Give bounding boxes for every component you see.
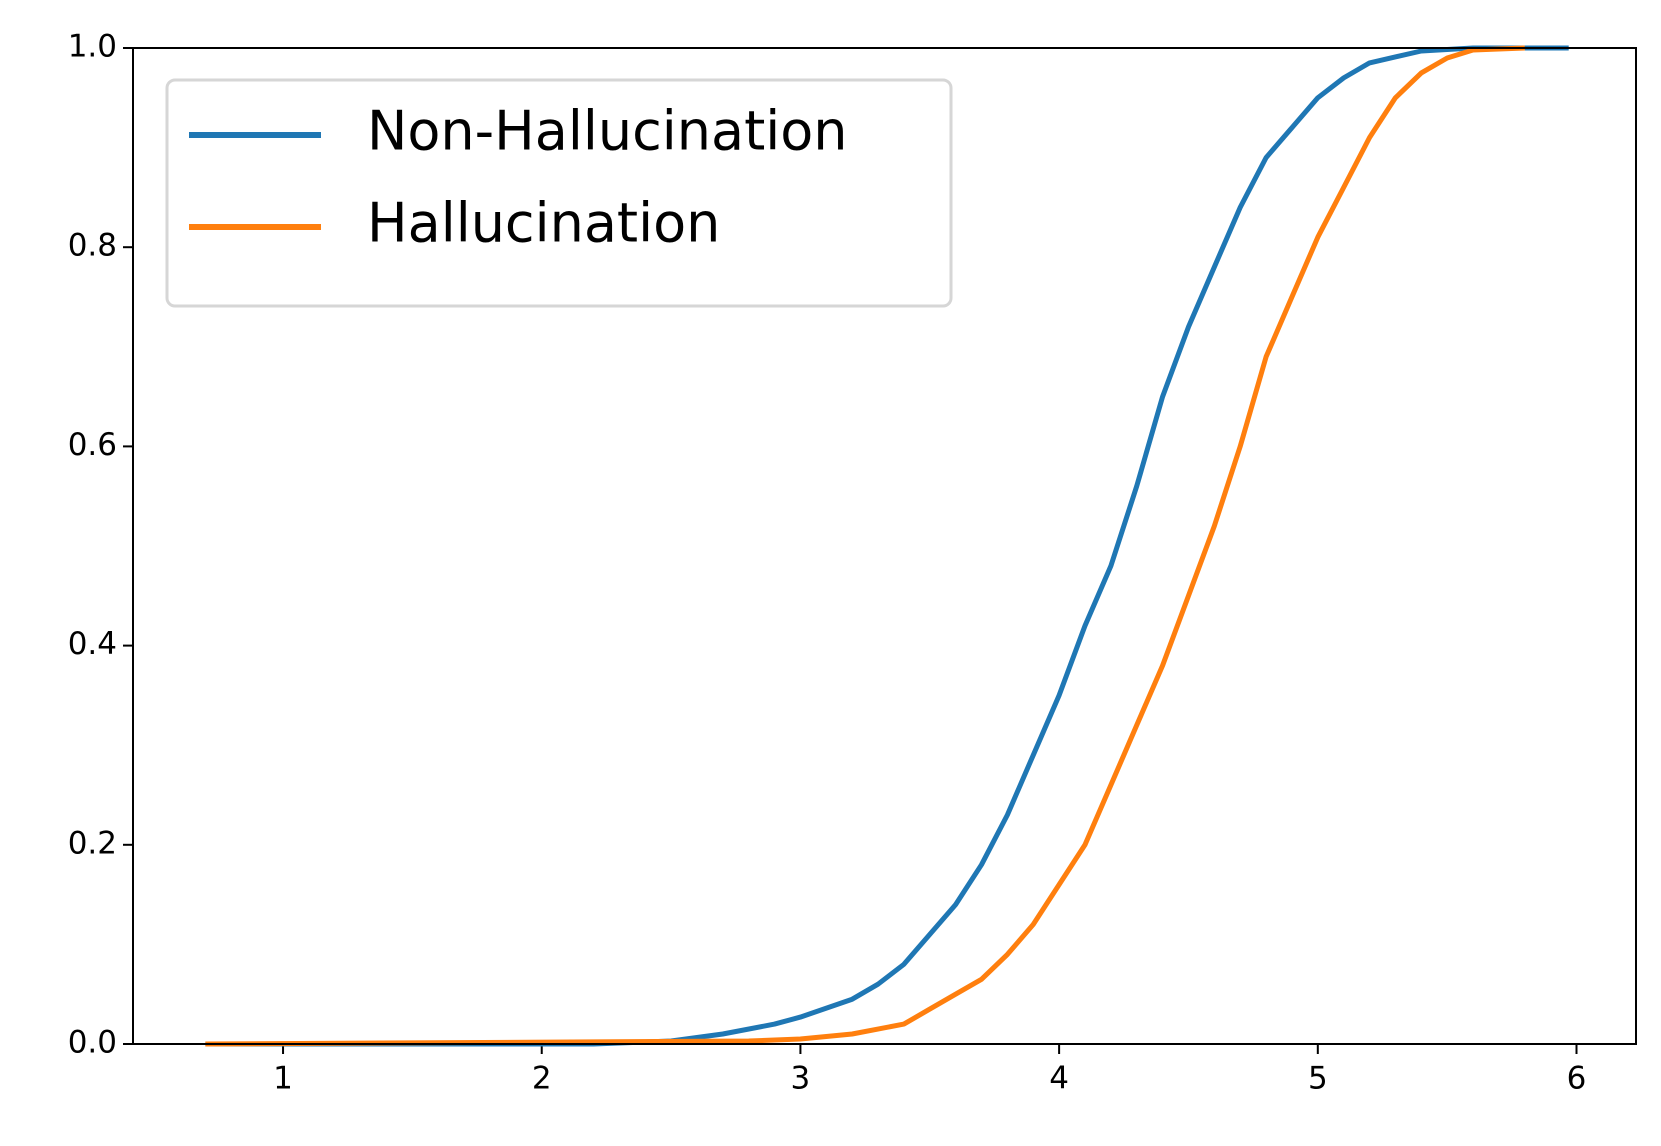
x-tick-label: 2 <box>532 1061 552 1097</box>
y-tick-label: 0.0 <box>68 1025 117 1061</box>
x-tick-label: 6 <box>1567 1061 1587 1097</box>
x-tick-label: 4 <box>1049 1061 1069 1097</box>
legend-box <box>165 78 953 308</box>
x-tick-label: 5 <box>1308 1061 1328 1097</box>
x-tick-label: 1 <box>273 1061 293 1097</box>
legend-label: Non-Hallucination <box>367 100 848 163</box>
y-tick-label: 1.0 <box>68 29 117 65</box>
y-tick-label: 0.6 <box>68 427 117 463</box>
x-tick-label: 3 <box>791 1061 811 1097</box>
y-tick-label: 0.2 <box>68 825 117 861</box>
series-line <box>205 45 1525 1047</box>
plot-frame <box>132 47 1637 1045</box>
legend-label: Hallucination <box>367 192 720 255</box>
y-tick-label: 0.4 <box>68 626 117 662</box>
y-tick-label: 0.8 <box>68 228 117 264</box>
series-line <box>205 45 1569 1047</box>
